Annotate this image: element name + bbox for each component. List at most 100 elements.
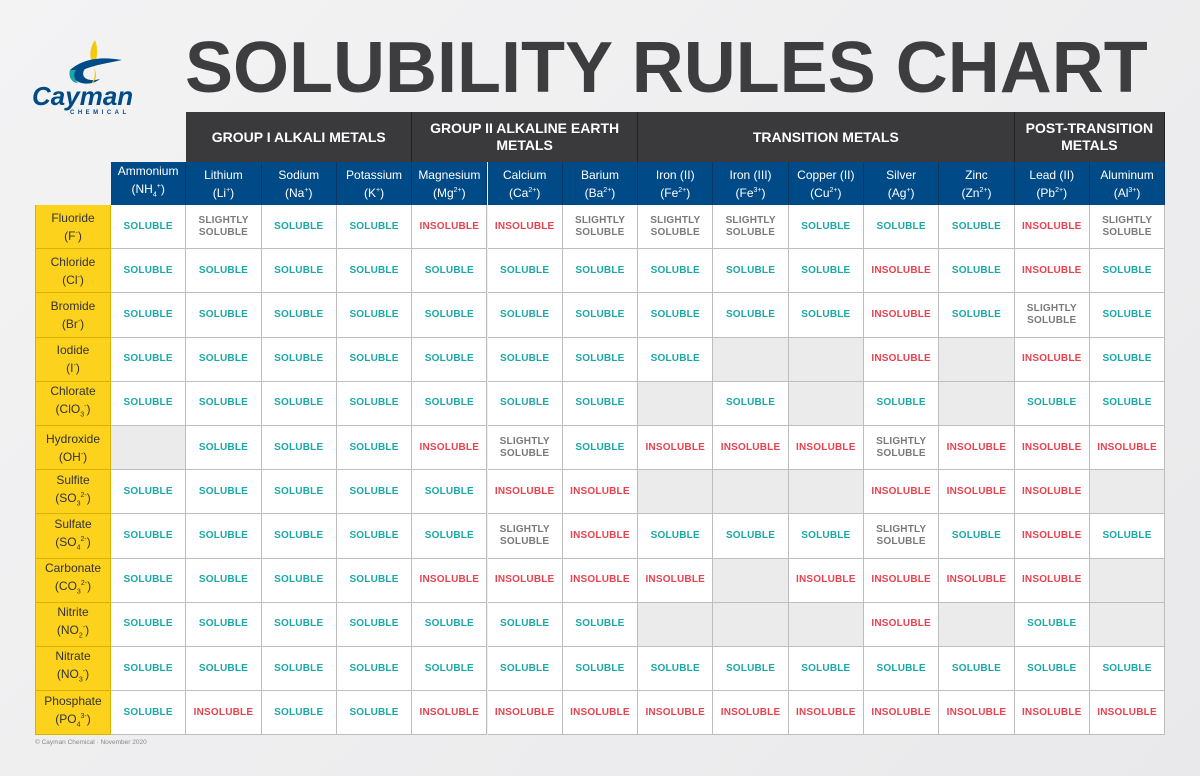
solubility-cell: SOLUBLE (487, 602, 563, 647)
solubility-cell: SOLUBLE (261, 602, 337, 647)
solubility-cell: SOLUBLE (111, 514, 187, 559)
group-header: POST-TRANSITION METALS (1014, 112, 1166, 162)
solubility-cell: SOLUBLE (336, 205, 413, 250)
solubility-cell: SOLUBLE (939, 249, 1015, 294)
solubility-cell: SOLUBLE (487, 293, 563, 338)
cation-name: Potassium (346, 167, 403, 182)
cation-header: Barium (Ba2+) (562, 162, 639, 205)
solubility-cell: SOLUBLE (111, 381, 187, 426)
solubility-cell: SOLUBLE (186, 602, 262, 647)
solubility-cell: SOLUBLE (261, 647, 337, 692)
solubility-cell: INSOLUBLE (412, 691, 488, 736)
solubility-cell: INSOLUBLE (487, 691, 563, 736)
solubility-cell: INSOLUBLE (1014, 691, 1090, 736)
cation-name: Sodium (278, 167, 320, 182)
solubility-cell: INSOLUBLE (562, 691, 639, 736)
solubility-cell: SOLUBLE (111, 293, 187, 338)
solubility-cell (1089, 470, 1166, 515)
anion-name: Bromide (50, 298, 96, 313)
anion-header: Iodide (I-) (35, 337, 111, 382)
ion-formula: (Pb2+) (1036, 185, 1068, 200)
solubility-cell: SOLUBLE (261, 381, 337, 426)
solubility-cell: SOLUBLE (111, 470, 187, 515)
solubility-cell: INSOLUBLE (864, 293, 940, 338)
solubility-cell: SOLUBLE (638, 249, 714, 294)
anion-header: Chloride (Cl-) (35, 249, 111, 294)
solubility-cell: INSOLUBLE (412, 558, 488, 603)
solubility-cell: SOLUBLE (487, 381, 563, 426)
anion-header: Nitrate (NO3-) (35, 647, 111, 692)
cation-name: Silver (886, 167, 917, 182)
solubility-cell: INSOLUBLE (788, 558, 864, 603)
solubility-cell: SOLUBLE (412, 381, 488, 426)
solubility-cell: SOLUBLE (864, 205, 940, 250)
solubility-cell: SOLUBLE (788, 205, 864, 250)
solubility-cell: SOLUBLE (186, 470, 262, 515)
solubility-cell: SOLUBLE (336, 426, 413, 471)
solubility-cell: SOLUBLE (562, 337, 639, 382)
solubility-cell: SOLUBLE (864, 381, 940, 426)
cation-name: Magnesium (418, 167, 481, 182)
cation-header: Magnesium (Mg2+) (412, 162, 488, 205)
cation-name: Lead (II) (1029, 167, 1075, 182)
solubility-cell: INSOLUBLE (1014, 558, 1090, 603)
solubility-cell: SOLUBLE (487, 249, 563, 294)
solubility-cell: SOLUBLE (412, 514, 488, 559)
anion-header: Fluoride (F-) (35, 205, 111, 250)
solubility-cell: SOLUBLE (336, 647, 413, 692)
cation-header: Copper (II) (Cu2+) (788, 162, 864, 205)
solubility-cell: INSOLUBLE (713, 426, 789, 471)
solubility-cell: SOLUBLE (261, 558, 337, 603)
solubility-cell: INSOLUBLE (1089, 426, 1166, 471)
solubility-cell: SOLUBLE (412, 249, 488, 294)
solubility-cell: SOLUBLE (186, 426, 262, 471)
solubility-cell: INSOLUBLE (1014, 426, 1090, 471)
ion-formula: (NO2-) (56, 623, 90, 640)
solubility-cell: INSOLUBLE (562, 470, 639, 515)
ion-formula: (Al3+) (1113, 185, 1141, 200)
anion-name: Nitrite (57, 605, 89, 620)
solubility-cell (638, 470, 714, 515)
cation-name: Aluminum (1100, 167, 1154, 182)
solubility-cell: SOLUBLE (111, 337, 187, 382)
ion-formula: (Cl-) (62, 272, 84, 287)
ion-formula: (PO43-) (55, 711, 91, 728)
solubility-cell: SOLUBLE (1014, 381, 1090, 426)
cation-name: Iron (III) (729, 167, 772, 182)
solubility-cell: SOLUBLE (186, 249, 262, 294)
solubility-cell: SOLUBLE (713, 514, 789, 559)
cation-name: Lithium (204, 167, 243, 182)
solubility-cell (638, 381, 714, 426)
ion-formula: (Li+) (212, 185, 235, 200)
solubility-cell (713, 558, 789, 603)
solubility-table: GROUP I ALKALI METALS GROUP II ALKALINE E… (35, 112, 1166, 736)
ion-formula: (Fe3+) (735, 185, 766, 200)
solubility-cell (713, 470, 789, 515)
solubility-cell: INSOLUBLE (562, 558, 639, 603)
solubility-cell: SOLUBLE (788, 647, 864, 692)
solubility-cell: SOLUBLE (336, 470, 413, 515)
solubility-cell: SOLUBLE (562, 426, 639, 471)
solubility-cell: SOLUBLE (412, 470, 488, 515)
solubility-cell: SOLUBLE (939, 514, 1015, 559)
solubility-cell: INSOLUBLE (864, 337, 940, 382)
cation-header: Sodium (Na+) (261, 162, 337, 205)
ion-formula: (Zn2+) (961, 185, 992, 200)
anion-name: Hydroxide (45, 431, 101, 446)
solubility-cell: SOLUBLE (336, 602, 413, 647)
anion-header: Hydroxide (OH-) (35, 426, 111, 471)
solubility-cell: INSOLUBLE (864, 691, 940, 736)
solubility-cell: SOLUBLE (186, 647, 262, 692)
solubility-cell: INSOLUBLE (1014, 337, 1090, 382)
solubility-cell: SLIGHTLY SOLUBLE (1089, 205, 1166, 250)
anion-name: Chloride (50, 254, 96, 269)
group-header: GROUP I ALKALI METALS (186, 112, 413, 162)
solubility-cell: INSOLUBLE (864, 602, 940, 647)
anion-name: Phosphate (44, 693, 102, 708)
solubility-cell (939, 337, 1015, 382)
solubility-cell (788, 602, 864, 647)
solubility-cell: INSOLUBLE (864, 249, 940, 294)
ion-formula: (Br-) (61, 316, 85, 331)
solubility-cell: SOLUBLE (713, 381, 789, 426)
solubility-cell: SOLUBLE (487, 337, 563, 382)
